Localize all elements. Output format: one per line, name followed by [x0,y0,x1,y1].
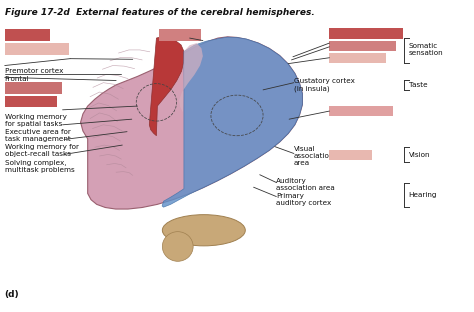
Text: Frontal
eye field: Frontal eye field [5,76,36,89]
Text: Gustatory cortex
(in insula): Gustatory cortex (in insula) [294,78,355,92]
Text: Auditory
association area: Auditory association area [276,178,335,191]
Text: Premotor cortex: Premotor cortex [5,68,63,74]
Bar [329,106,393,116]
Text: Primary
auditory cortex: Primary auditory cortex [276,193,332,206]
Text: (d): (d) [5,290,19,299]
Text: Figure 17-2d  External features of the cerebral hemispheres.: Figure 17-2d External features of the ce… [5,8,314,17]
Ellipse shape [162,215,246,246]
Polygon shape [149,37,184,136]
Bar [159,29,201,41]
Ellipse shape [162,232,193,261]
Text: Hearing: Hearing [409,192,437,198]
Polygon shape [179,43,203,112]
Bar [5,82,62,94]
Text: Taste: Taste [409,82,427,88]
Bar [329,53,386,63]
Bar [329,28,403,39]
Text: Vision: Vision [409,152,430,158]
Bar [5,29,50,41]
Text: Executive area for
task management: Executive area for task management [5,129,71,142]
Text: Visual
association
area: Visual association area [294,146,334,166]
Bar [329,150,372,160]
Text: Somatic
sensation: Somatic sensation [409,43,443,56]
Polygon shape [81,37,302,209]
Bar [5,43,69,55]
Text: Working memory
for spatial tasks: Working memory for spatial tasks [5,114,67,127]
Polygon shape [162,37,302,207]
Text: Solving complex,
multitask problems: Solving complex, multitask problems [5,160,74,173]
Text: Working memory for
object-recall tasks: Working memory for object-recall tasks [5,144,79,158]
Bar [5,96,57,107]
Bar [329,41,396,51]
